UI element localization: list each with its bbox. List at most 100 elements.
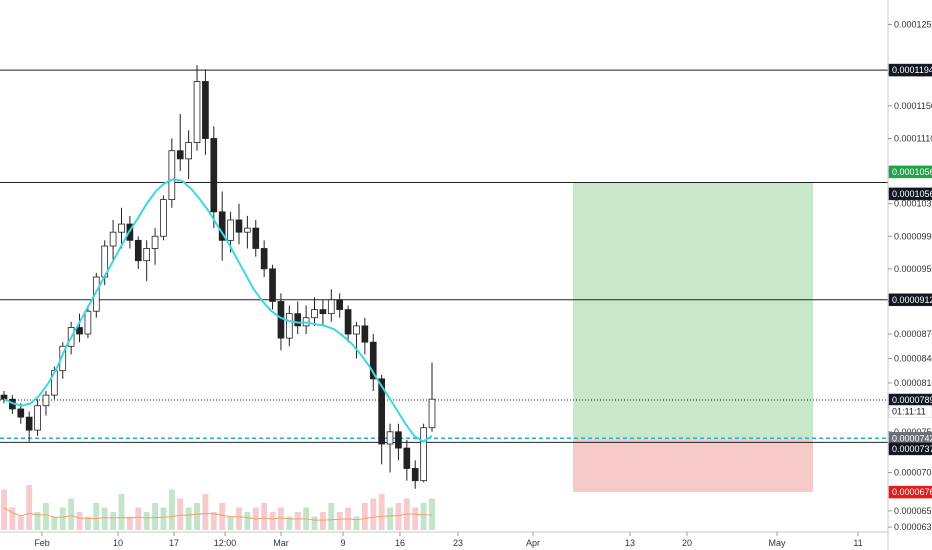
volume-bar — [236, 507, 242, 530]
price-tick-label: 0.0000653 — [894, 506, 932, 516]
volume-bar — [244, 512, 251, 530]
candle — [260, 240, 268, 277]
loss-zone — [573, 438, 813, 493]
candle-body — [34, 405, 41, 431]
volume-bar — [84, 516, 91, 530]
candle-body — [327, 299, 335, 315]
candle-body — [202, 81, 209, 139]
candle-body — [92, 276, 100, 312]
volume-bar — [1, 489, 7, 530]
candle-body — [143, 248, 151, 262]
price-tag-bg — [888, 293, 932, 307]
candle — [84, 305, 92, 339]
candle — [185, 130, 192, 180]
volume-bar — [76, 512, 83, 530]
price-axis[interactable]: 0.00012500.00011900.00011500.00011100.00… — [888, 19, 932, 532]
volume-bar — [126, 516, 133, 530]
volume-bar — [185, 507, 192, 530]
price-tag: 0.0000742 — [888, 432, 932, 445]
volume-bar — [294, 512, 301, 530]
candle-body — [369, 341, 377, 380]
price-tag-text: 0.0001056 — [892, 167, 932, 177]
volume-bar — [420, 503, 427, 530]
candle — [42, 391, 50, 416]
volume-bar — [278, 507, 284, 530]
candle-body — [319, 309, 327, 315]
candle-body — [386, 431, 394, 445]
candle-body — [42, 394, 50, 407]
candle-body — [176, 150, 184, 160]
time-tick-label: 16 — [395, 538, 405, 548]
price-tag-text: 0.0000789 — [892, 395, 932, 405]
price-tag-text: 0.0000912 — [892, 295, 932, 305]
candle-body — [218, 211, 226, 241]
volume-bar — [311, 516, 318, 530]
candle — [76, 313, 83, 343]
volume-bars — [1, 485, 435, 530]
candle-body — [285, 313, 293, 339]
candle — [369, 334, 377, 392]
volume-bar — [194, 503, 200, 530]
candle — [403, 439, 411, 481]
price-tag: 0.0001194 — [888, 63, 932, 77]
candle — [353, 321, 360, 359]
price-tag: 0.0000737 — [888, 442, 932, 456]
price-tag-text: 0.0000737 — [892, 444, 932, 454]
candle — [361, 317, 369, 355]
time-tick-label: 9 — [340, 538, 345, 548]
price-tag-text: 0.0001056 — [892, 189, 932, 199]
candle-body — [420, 427, 427, 482]
candle-body — [294, 313, 302, 327]
candle-body — [311, 309, 318, 319]
volume-bar — [143, 512, 150, 530]
price-tag-bg — [888, 485, 932, 499]
candle — [269, 264, 276, 310]
candle-body — [344, 309, 352, 335]
candle — [285, 305, 293, 347]
candle — [143, 240, 151, 282]
candle-body — [244, 227, 251, 233]
price-tag: 0.0001056 — [888, 187, 932, 201]
candle — [311, 297, 318, 326]
candle-body — [76, 327, 83, 335]
price-tag-text: 0.0000742 — [892, 433, 932, 443]
time-tick-label: 11 — [853, 538, 862, 548]
candle — [59, 342, 67, 379]
candle-body — [210, 138, 218, 213]
volume-bar — [387, 507, 393, 530]
volume-bar — [160, 507, 167, 530]
candle — [25, 411, 33, 442]
price-tag-bg — [888, 63, 932, 77]
candle-body — [378, 378, 385, 445]
volume-ma-line — [3, 507, 433, 521]
time-axis[interactable]: Feb 10 17 12:00 Mar 9 16 23 Apr 13 20 May 11 — [34, 532, 863, 548]
candle — [319, 299, 327, 326]
position-box — [573, 182, 813, 493]
price-tag-bg — [888, 442, 932, 456]
price-tick-label: 0.0001110 — [894, 133, 932, 143]
candle — [168, 138, 176, 208]
candles — [0, 65, 436, 489]
time-tick-label: 12:00 — [214, 538, 237, 548]
volume-bar — [51, 516, 58, 530]
volume-bar — [210, 512, 217, 530]
candle-body — [160, 199, 167, 237]
volume-bar — [227, 516, 234, 530]
candle-body — [59, 345, 67, 372]
volume-bar — [68, 498, 75, 530]
candle — [244, 215, 251, 249]
volume-bar — [26, 485, 33, 530]
candle — [336, 293, 344, 318]
moving-average — [3, 178, 433, 443]
candle — [134, 236, 142, 269]
volume-bar — [378, 494, 385, 530]
time-tick-label: 20 — [682, 538, 692, 548]
candle-body — [252, 227, 260, 249]
volume-bar — [319, 512, 326, 530]
candle — [386, 423, 394, 473]
